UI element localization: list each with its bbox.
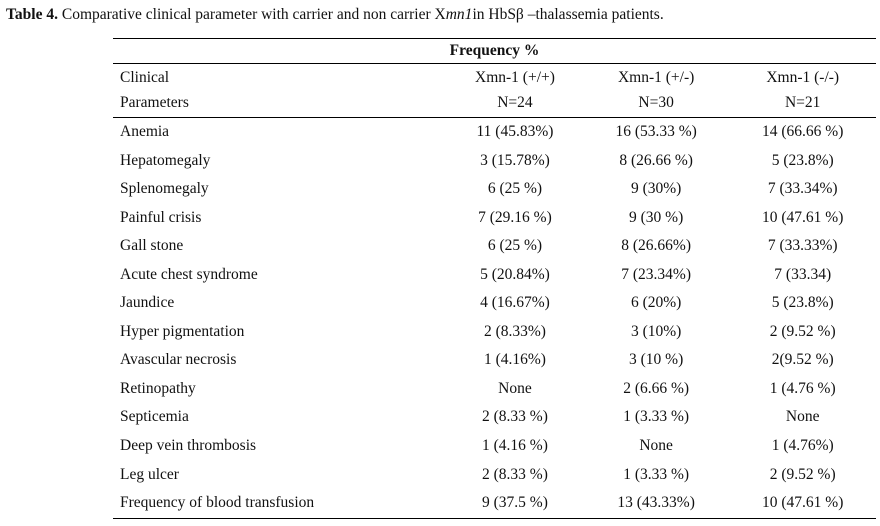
caption-gene-italic: mn1 — [445, 6, 473, 23]
value-xmn-neg-neg: 10 (47.61 %) — [762, 208, 844, 226]
table-row: Gall stone 6 (25 %) 8 (26.66%) 7 (33.33%) — [113, 232, 876, 261]
value-xmn-neg-neg: 14 (66.66 %) — [762, 123, 844, 140]
column-header-row: Clinical Xmn-1 (+/+) Xmn-1 (+/-) Xmn-1 (… — [113, 64, 876, 93]
value-xmn-pos-pos: 2 (8.33 %) — [482, 408, 548, 426]
n-xmn-pos-neg: N=30 — [582, 92, 730, 118]
value-xmn-pos-pos: 1 (4.16 %) — [482, 437, 548, 455]
table-row: Leg ulcer 2 (8.33 %) 1 (3.33 %) 2 (9.52 %) — [113, 461, 876, 490]
table-row: Jaundice 4 (16.67%) 6 (20%) 5 (23.8%) — [113, 289, 876, 318]
value-xmn-neg-neg: 5 (23.8%) — [771, 151, 834, 169]
value-xmn-pos-neg: 2 (6.66 %) — [623, 379, 690, 397]
value-xmn-pos-neg: None — [639, 437, 673, 455]
value-xmn-pos-pos: 4 (16.67%) — [480, 294, 550, 312]
table-row: Septicemia 2 (8.33 %) 1 (3.33 %) None — [113, 403, 876, 432]
n-xmn-neg-neg: N=21 — [729, 92, 876, 118]
table-row: Splenomegaly 6 (25 %) 9 (30%) 7 (33.34%) — [113, 175, 876, 204]
parameter-name: Avascular necrosis — [120, 351, 237, 369]
value-xmn-neg-neg: 7 (33.33%) — [767, 237, 838, 255]
value-xmn-neg-neg: 2 (9.52 %) — [769, 465, 836, 483]
parameter-name: Acute chest syndrome — [120, 265, 258, 283]
value-xmn-neg-neg: 10 (47.61 %) — [729, 489, 876, 519]
parameter-name: Anemia — [120, 123, 170, 140]
clinical-parameters-table: Frequency % Clinical Xmn-1 (+/+) Xmn-1 (… — [113, 38, 876, 519]
value-xmn-neg-neg: 7 (33.34%) — [767, 180, 838, 198]
parameter-name: Deep vein thrombosis — [120, 437, 257, 455]
value-xmn-pos-pos: 2 (8.33%) — [483, 322, 546, 340]
parameter-name: Retinopathy — [120, 379, 196, 397]
parameter-name: Painful crisis — [120, 208, 202, 226]
value-xmn-pos-pos: 6 (25 %) — [487, 180, 543, 198]
header-parameters: Parameters — [113, 92, 448, 118]
value-xmn-pos-pos: 6 (25 %) — [487, 237, 543, 255]
table-row: Hyper pigmentation 2 (8.33%) 3 (10%) 2 (9.5… — [113, 318, 876, 347]
parameter-name: Hepatomegaly — [120, 151, 211, 169]
caption-label: Table 4. — [6, 6, 58, 23]
value-xmn-pos-pos: 7 (29.16 %) — [478, 208, 552, 226]
group-header-row: Frequency % — [113, 38, 876, 64]
header-clinical: Clinical — [120, 69, 170, 86]
value-xmn-pos-neg: 13 (43.33%) — [582, 489, 730, 519]
value-xmn-pos-neg: 6 (20%) — [630, 294, 682, 312]
value-xmn-neg-neg: 7 (33.34) — [774, 265, 832, 283]
value-xmn-pos-neg: 3 (10 %) — [629, 351, 684, 369]
value-xmn-pos-pos: None — [498, 379, 532, 397]
table-row: Frequency of blood transfusion 9 (37.5 %)… — [113, 489, 876, 519]
table-row: Painful crisis 7 (29.16 %) 9 (30 %) 10 (47.… — [113, 204, 876, 233]
parameter-name: Frequency of blood transfusion — [113, 489, 448, 519]
value-xmn-pos-neg: 8 (26.66%) — [621, 237, 691, 255]
table-row: Deep vein thrombosis 1 (4.16 %) None 1 (4.7… — [113, 432, 876, 461]
value-xmn-pos-pos: 2 (8.33 %) — [482, 465, 548, 483]
table-row: Anemia 11 (45.83%) 16 (53.33 %) 14 (66.66 %… — [113, 118, 876, 147]
value-xmn-pos-pos: 3 (15.78%) — [480, 151, 550, 169]
parameter-name: Hyper pigmentation — [120, 322, 245, 340]
value-xmn-pos-neg: 8 (26.66 %) — [619, 151, 693, 169]
value-xmn-pos-neg: 3 (10%) — [630, 322, 682, 340]
value-xmn-neg-neg: 2(9.52 %) — [771, 351, 834, 369]
value-xmn-pos-pos: 11 (45.83%) — [476, 123, 554, 140]
value-xmn-pos-neg: 9 (30%) — [630, 180, 682, 198]
value-xmn-pos-pos: 9 (37.5 %) — [447, 489, 583, 519]
parameter-name: Septicemia — [120, 408, 189, 426]
column-subheader-row: Parameters N=24 N=30 N=21 — [113, 92, 876, 118]
parameter-name: Splenomegaly — [120, 180, 209, 198]
frequency-header: Frequency % — [113, 38, 876, 64]
n-xmn-pos-pos: N=24 — [447, 92, 583, 118]
value-xmn-pos-neg: 16 (53.33 %) — [615, 123, 697, 140]
table-row: Hepatomegaly 3 (15.78%) 8 (26.66 %) 5 (23.8… — [113, 147, 876, 176]
value-xmn-neg-neg: 5 (23.8%) — [771, 294, 834, 312]
header-xmn-pos-neg: Xmn-1 (+/-) — [617, 69, 695, 86]
value-xmn-neg-neg: 1 (4.76 %) — [769, 379, 836, 397]
value-xmn-neg-neg: 2 (9.52 %) — [769, 322, 836, 340]
header-xmn-pos-pos: Xmn-1 (+/+) — [475, 69, 555, 86]
value-xmn-neg-neg: 1 (4.76%) — [771, 437, 834, 455]
value-xmn-pos-neg: 9 (30 %) — [629, 208, 684, 226]
header-xmn-neg-neg: Xmn-1 (-/-) — [766, 69, 840, 86]
table-row: Acute chest syndrome 5 (20.84%) 7 (23.34%)… — [113, 261, 876, 290]
value-xmn-pos-pos: 5 (20.84%) — [480, 265, 550, 283]
value-xmn-neg-neg: None — [785, 408, 820, 426]
table-row: Retinopathy None 2 (6.66 %) 1 (4.76 %) — [113, 375, 876, 404]
parameter-name: Gall stone — [120, 237, 184, 255]
value-xmn-pos-pos: 1 (4.16%) — [483, 351, 546, 369]
value-xmn-pos-neg: 7 (23.34%) — [621, 265, 691, 283]
parameter-name: Jaundice — [120, 294, 175, 312]
parameter-name: Leg ulcer — [120, 465, 179, 483]
caption-text-end: in HbSβ –thalassemia patients. — [472, 6, 664, 23]
value-xmn-pos-neg: 1 (3.33 %) — [623, 408, 690, 426]
caption-text: Comparative clinical parameter with carr… — [57, 6, 446, 23]
table-row: Avascular necrosis 1 (4.16%) 3 (10 %) 2(9.5… — [113, 346, 876, 375]
table-caption: Table 4. Comparative clinical parameter … — [6, 6, 664, 24]
value-xmn-pos-neg: 1 (3.33 %) — [623, 465, 690, 483]
